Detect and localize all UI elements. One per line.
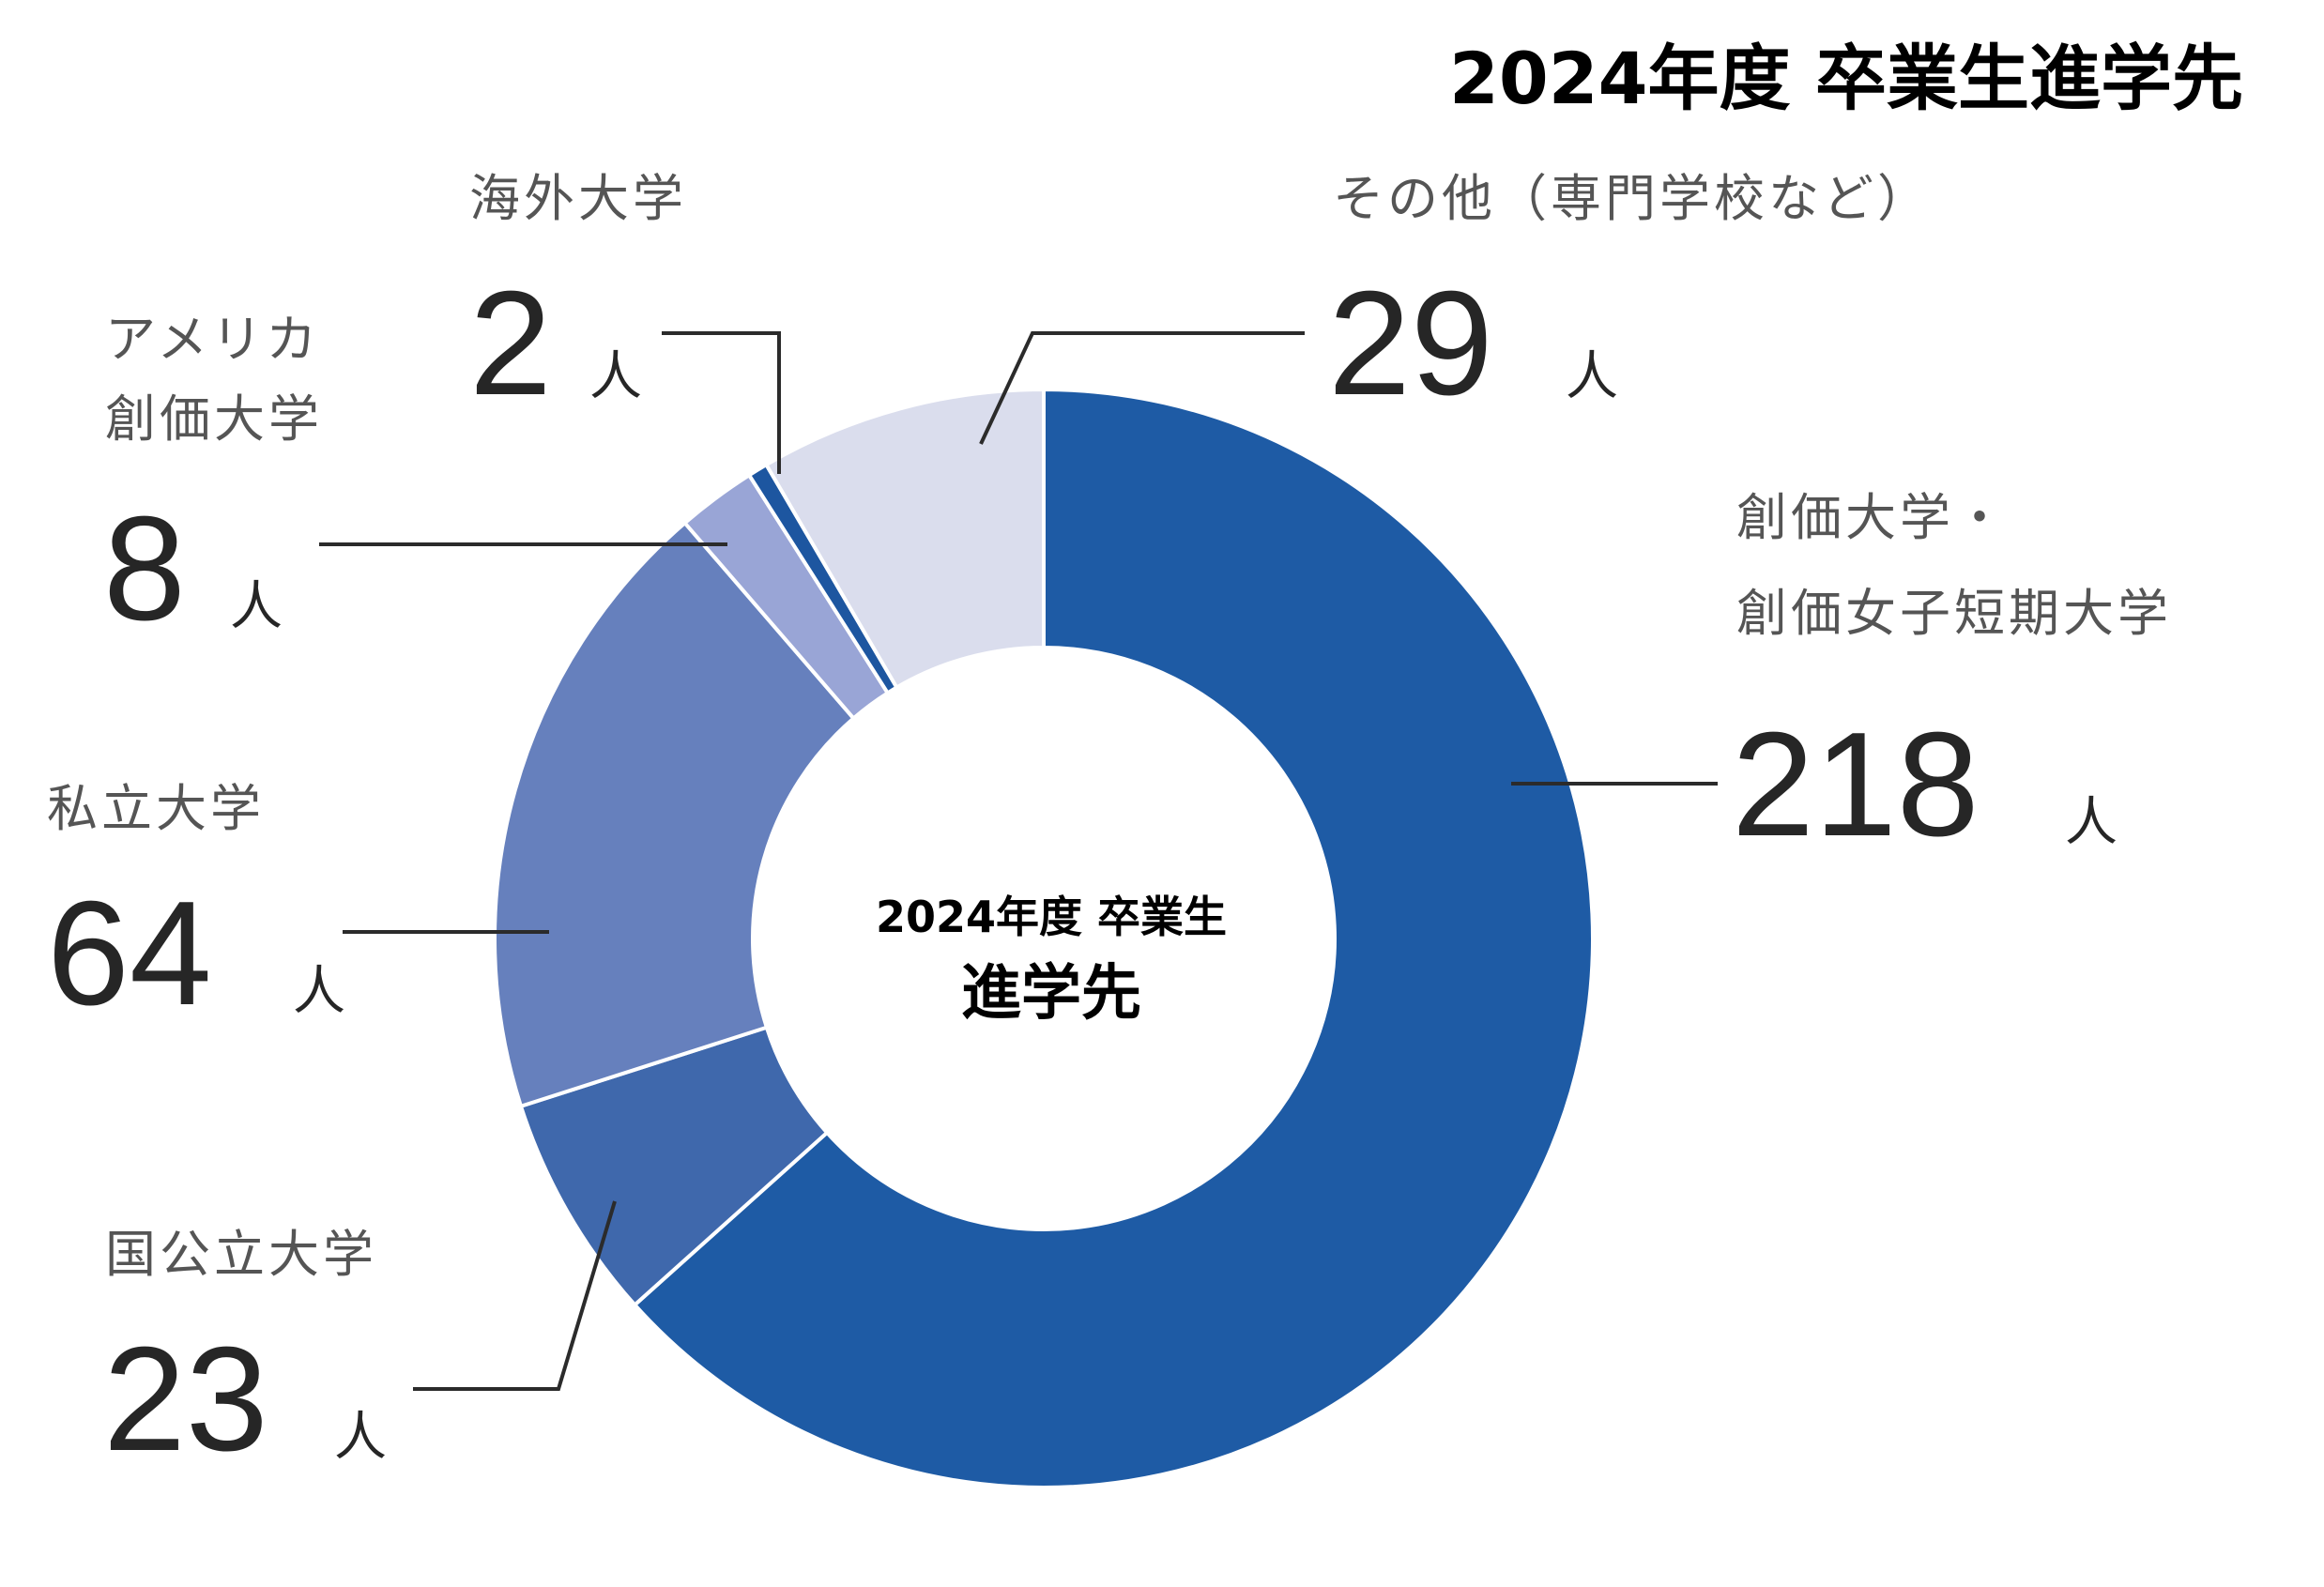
center-label-line2: 進学先	[961, 959, 1141, 1029]
unit-label: 人	[2065, 792, 2118, 853]
category-label: 海外大学	[469, 169, 687, 228]
value-label: 2	[469, 261, 552, 426]
chart-title: 2024年度 卒業生進学先	[1449, 37, 2243, 120]
slice-label-overseas: 海外大学 2 人	[469, 169, 687, 426]
slice-label-other: その他（専門学校など） 29 人	[1328, 169, 1932, 426]
category-label-line2: 創価女子短期大学	[1736, 584, 2172, 643]
center-label: 2024年度 卒業生 進学先	[876, 892, 1227, 1029]
value-label: 29	[1328, 261, 1493, 426]
unit-label: 人	[293, 961, 345, 1022]
leader-line-national	[413, 1200, 617, 1391]
leader-lines	[319, 331, 1718, 1391]
value-label: 8	[103, 486, 186, 651]
value-label: 64	[47, 871, 212, 1036]
slice-label-national: 国公立大学 23 人	[103, 1225, 387, 1482]
category-label: 国公立大学	[105, 1225, 377, 1284]
leader-line-overseas	[662, 331, 781, 474]
slice-private	[493, 520, 857, 1109]
slice-label-soka: 創価大学・ 創価女子短期大学 218 人	[1732, 488, 2172, 867]
unit-label: 人	[230, 576, 283, 637]
slice-label-private: 私立大学 64 人	[47, 779, 345, 1036]
center-label-line1: 2024年度 卒業生	[876, 892, 1227, 942]
slice-label-america: アメリカ 創価大学 8 人	[103, 310, 323, 651]
leader-line-other	[979, 331, 1305, 445]
slice-soka	[632, 387, 1595, 1489]
donut-slices	[493, 387, 1595, 1489]
slice-other	[763, 387, 1046, 691]
unit-label: 人	[589, 346, 642, 407]
category-label: その他（専門学校など）	[1333, 169, 1932, 228]
unit-label: 人	[1566, 346, 1618, 407]
value-label: 23	[103, 1317, 268, 1482]
category-label-line2: 創価大学	[105, 389, 323, 449]
category-label-line1: アメリカ	[105, 310, 320, 369]
value-label: 218	[1732, 702, 1980, 867]
unit-label: 人	[334, 1407, 387, 1468]
category-label: 私立大学	[47, 779, 265, 838]
category-label-line1: 創価大学・	[1736, 488, 2009, 547]
